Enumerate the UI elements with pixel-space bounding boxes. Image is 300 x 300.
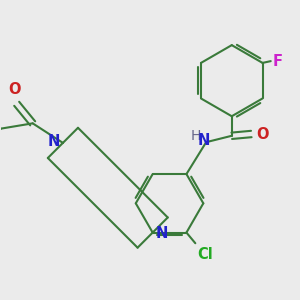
Text: H: H: [191, 129, 201, 143]
Text: F: F: [272, 54, 283, 69]
Text: O: O: [256, 127, 268, 142]
Text: N: N: [155, 226, 168, 242]
Text: N: N: [197, 133, 209, 148]
Text: Cl: Cl: [197, 247, 213, 262]
Text: O: O: [9, 82, 21, 98]
Text: N: N: [48, 134, 60, 149]
